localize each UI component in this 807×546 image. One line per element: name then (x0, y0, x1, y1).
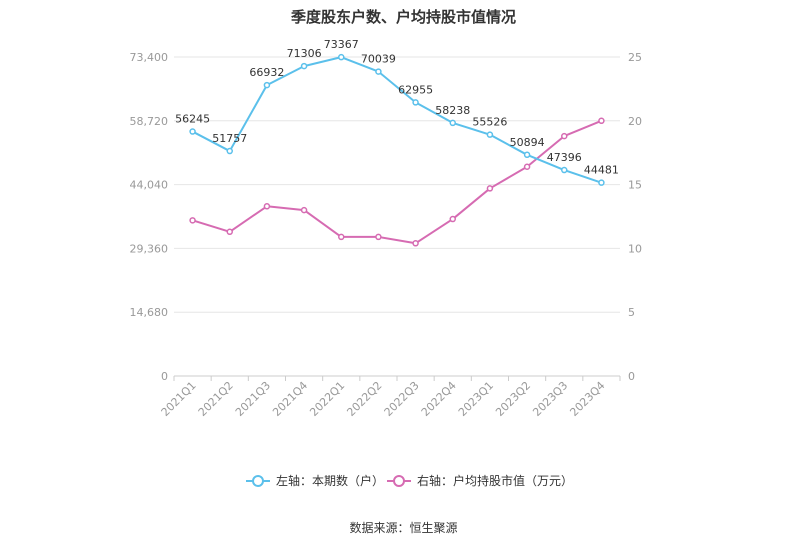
right-tick-label: 25 (628, 51, 642, 64)
left-series-data-label: 47396 (547, 151, 582, 164)
left-series-data-label: 50894 (510, 136, 545, 149)
legend-item-left[interactable]: 左轴：本期数（户） (246, 472, 384, 489)
left-series-data-label: 56245 (175, 113, 210, 126)
right-series-point (300, 206, 308, 214)
left-series-data-label: 51757 (212, 132, 247, 145)
left-series-point (375, 68, 382, 75)
x-tick-label: 2021Q4 (270, 379, 310, 419)
left-series-data-label: 55526 (472, 116, 507, 129)
left-series-point (486, 131, 494, 138)
left-series-data-label: 58238 (435, 104, 470, 117)
right-series-point (375, 233, 382, 241)
right-series (189, 117, 605, 247)
right-series-point (412, 240, 419, 247)
x-tick-label: 2023Q2 (493, 379, 533, 419)
right-series-point (338, 233, 345, 241)
left-tick-label: 0 (161, 370, 168, 383)
left-series-data-label: 71306 (287, 47, 322, 60)
legend-label-right: 右轴：户均持股市值（万元） (417, 474, 574, 488)
left-series-data-label: 66932 (249, 66, 284, 79)
left-series-line (192, 56, 602, 184)
left-tick-label: 73,400 (130, 51, 169, 64)
left-tick-label: 58,720 (130, 115, 169, 128)
legend-marker-right-icon (387, 474, 411, 487)
left-axis: 0 14,680 29,360 44,040 58,720 73,400 (130, 51, 169, 383)
x-tick-label: 2021Q1 (159, 379, 199, 419)
right-series-point (598, 117, 605, 125)
left-series-data-label: 44481 (584, 164, 619, 177)
x-tick-label: 2021Q3 (233, 379, 273, 419)
x-tick-label: 2022Q3 (382, 379, 422, 419)
right-tick-label: 15 (628, 179, 642, 192)
x-tick-label: 2023Q4 (567, 379, 607, 419)
left-series-point (189, 128, 196, 135)
source-note: 数据来源：恒生聚源 (349, 521, 458, 535)
left-series-point (263, 81, 271, 89)
right-tick-label: 0 (628, 370, 635, 383)
legend: 左轴：本期数（户） 右轴：户均持股市值（万元） (0, 472, 807, 492)
x-tick-label: 2022Q4 (419, 379, 459, 419)
left-series-point (561, 166, 568, 174)
x-axis: 2021Q12021Q22021Q32021Q42022Q12022Q22022… (159, 375, 621, 419)
x-tick-label: 2023Q1 (456, 379, 496, 419)
left-series-point (338, 53, 345, 61)
right-series-point (189, 217, 196, 224)
x-tick-label: 2022Q2 (344, 379, 384, 419)
left-series-point (523, 151, 531, 159)
x-tick-label: 2021Q2 (196, 379, 236, 419)
right-series-point (486, 185, 494, 192)
left-series-data-label: 73367 (324, 38, 359, 51)
legend-item-right[interactable]: 右轴：户均持股市值（万元） (387, 472, 573, 489)
x-tick-label: 2023Q3 (530, 379, 570, 419)
right-tick-label: 10 (628, 242, 642, 255)
right-series-point (226, 228, 233, 236)
left-tick-label: 44,040 (130, 179, 169, 192)
left-series-data-label: 62955 (398, 83, 433, 96)
right-tick-label: 5 (628, 306, 635, 319)
legend-marker-left-icon (246, 474, 270, 487)
chart-title: 季度股东户数、户均持股市值情况 (290, 8, 516, 26)
right-series-line (192, 119, 602, 245)
left-series-point (412, 99, 419, 106)
right-series-point (523, 163, 531, 170)
left-tick-label: 14,680 (130, 306, 169, 319)
left-series-point (598, 179, 605, 186)
left-tick-label: 29,360 (130, 242, 169, 255)
right-tick-label: 20 (628, 115, 642, 128)
left-series-data-label: 70039 (361, 53, 396, 66)
right-series-point (449, 215, 456, 223)
left-series-point (226, 147, 233, 155)
left-series-point (300, 62, 308, 70)
left-series-point (449, 119, 456, 127)
grid-lines (174, 56, 620, 377)
legend-label-left: 左轴：本期数（户） (276, 474, 385, 488)
right-axis: 0 5 10 15 20 25 (628, 51, 642, 383)
right-series-point (561, 132, 568, 140)
x-tick-label: 2022Q1 (307, 379, 347, 419)
right-series-point (263, 203, 271, 210)
